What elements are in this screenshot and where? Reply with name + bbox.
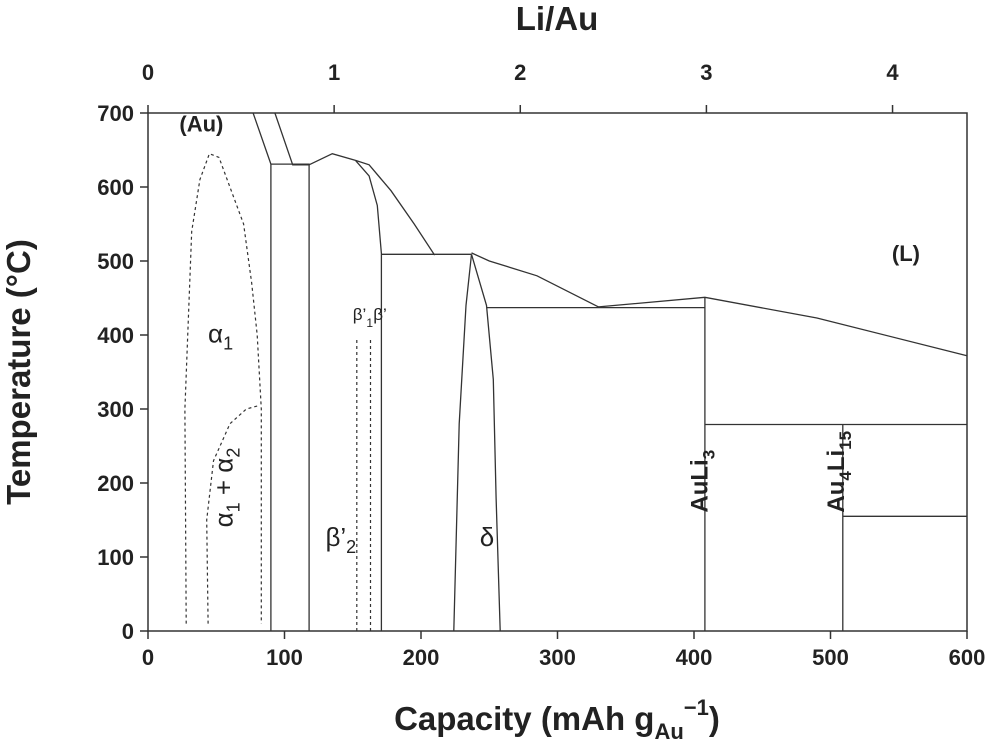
boundary-solid-2	[270, 163, 310, 631]
x2-tick-label: 0	[142, 60, 154, 85]
y-tick-label: 700	[97, 101, 134, 126]
x-axis-title-main: Capacity (mAh g	[394, 700, 654, 737]
x-tick-label: 400	[676, 645, 713, 670]
y-tick-label: 0	[122, 619, 134, 644]
phase-label-text2: Li	[823, 450, 850, 471]
phase-label-text: β’	[373, 305, 387, 324]
phase-label-sub: 4	[836, 471, 855, 481]
boundary-dashed-1	[206, 404, 261, 624]
phase-label-text: α	[209, 512, 239, 527]
phase-label-text: α	[208, 318, 223, 348]
x2-tick-label: 3	[700, 60, 712, 85]
phase-label-text: δ	[480, 522, 494, 552]
x-tick-label: 0	[142, 645, 154, 670]
phase-label-sub: 1	[224, 502, 244, 512]
phase-label-text: AuLi	[687, 459, 714, 512]
x-tick-label: 600	[949, 645, 986, 670]
phase-label-beta2: β’2	[325, 522, 356, 557]
phase-label-sub2: 15	[836, 431, 855, 450]
boundary-solid-9	[470, 254, 501, 632]
phase-label-beta1: β’1	[353, 305, 374, 330]
y-tick-label: 100	[97, 545, 134, 570]
boundary-solid-4	[355, 159, 383, 631]
boundary-solid-0	[252, 112, 272, 631]
phase-label-alpha1alpha2: α1 + α2	[209, 448, 244, 528]
phase-label-text: (Au)	[179, 112, 223, 137]
phase-label-sub: 1	[223, 333, 233, 353]
phase-boundaries-dashed	[184, 152, 372, 631]
phase-label-text: β’	[325, 522, 346, 552]
phase-label-sub: 3	[700, 450, 719, 459]
phase-label-l: (L)	[892, 241, 920, 266]
x-tick-label: 200	[403, 645, 440, 670]
y-tick-label: 300	[97, 397, 134, 422]
x-tick-label: 300	[539, 645, 576, 670]
phase-label-au4li15: Au4Li15	[823, 431, 855, 513]
y-tick-label: 500	[97, 249, 134, 274]
phase-label-auli3: AuLi3	[687, 450, 719, 513]
boundary-solid-5	[355, 159, 436, 256]
phase-label-text2: + α	[209, 458, 239, 503]
x-axis-title-sup: −1	[684, 695, 709, 720]
y-axis-title: Temperature (°C)	[0, 239, 37, 505]
phase-label-delta: δ	[480, 522, 494, 552]
x-axis-title: Capacity (mAh gAu−1)	[394, 695, 720, 744]
phase-label-sub: 1	[366, 316, 373, 330]
phase-label-text: (L)	[892, 241, 920, 266]
boundary-solid-1	[274, 112, 310, 166]
x-tick-label: 100	[266, 645, 303, 670]
phase-label-sub2: 2	[224, 448, 244, 458]
x2-tick-label: 4	[886, 60, 899, 85]
y-tick-label: 400	[97, 323, 134, 348]
x-axis-title-sub: Au	[654, 719, 683, 744]
phase-label-beta: β’	[373, 305, 387, 324]
boundary-solid-8	[453, 254, 473, 632]
boundary-dashed-0	[184, 152, 262, 624]
x2-tick-label: 2	[514, 60, 526, 85]
phase-label-text: β’	[353, 305, 367, 324]
axis-ticks: 0 100 200 300 400 500 600 0 100 200 300 400 500 600 70…	[97, 60, 985, 670]
y-tick-label: 600	[97, 175, 134, 200]
x-tick-label: 500	[812, 645, 849, 670]
phase-label-alpha1: α1	[208, 318, 233, 353]
x2-tick-label: 1	[328, 60, 340, 85]
boundary-solid-7	[471, 252, 599, 308]
y-tick-label: 200	[97, 471, 134, 496]
x2-axis-title: Li/Au	[516, 0, 598, 37]
phase-label-text: Au	[823, 481, 850, 513]
boundary-solid-11	[598, 296, 968, 357]
x-axis-title-close: )	[709, 700, 720, 737]
phase-label-sub: 2	[346, 537, 356, 557]
boundary-solid-3	[308, 153, 356, 166]
phase-boundaries-solid	[252, 112, 968, 632]
phase-label-au: (Au)	[179, 112, 223, 137]
